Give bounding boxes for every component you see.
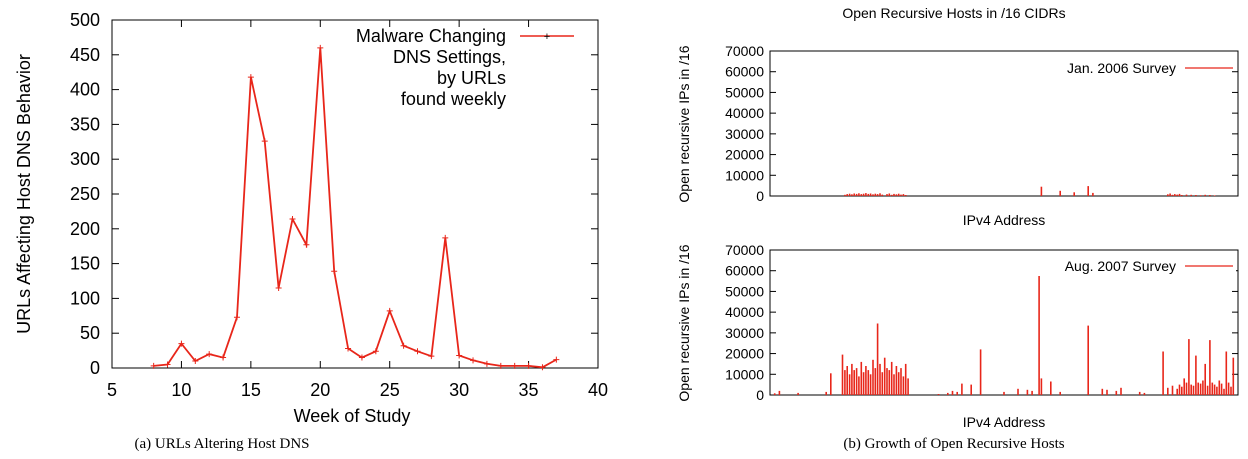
data-point [372, 348, 379, 355]
y-tick-label: 40000 [725, 105, 764, 121]
data-point [539, 364, 546, 371]
y-tick-label: 400 [70, 80, 100, 100]
data-point [470, 357, 477, 364]
y-tick-label: 60000 [725, 64, 764, 80]
panel-1-bars [844, 186, 1216, 196]
y-tick-label: 200 [70, 219, 100, 239]
legend-line-2: DNS Settings, [393, 47, 506, 67]
data-point [331, 268, 338, 275]
panel-1-legend-label: Jan. 2006 Survey [1067, 60, 1176, 76]
data-point [289, 216, 296, 223]
legend-line-1: Malware Changing [356, 26, 506, 46]
data-point [317, 44, 324, 51]
x-tick-label: 30 [449, 380, 469, 400]
y-tick-label: 60000 [725, 263, 764, 279]
x-tick-label: 25 [380, 380, 400, 400]
y-tick-label: 10000 [725, 366, 764, 382]
y-tick-label: 300 [70, 149, 100, 169]
data-point [400, 342, 407, 349]
panel-1-y-axis-label: Open recursive IPs in /16 [676, 45, 692, 202]
legend-line-3: by URLs [437, 68, 506, 88]
x-tick-label: 20 [310, 380, 330, 400]
chart-b-title: Open Recursive Hosts in /16 CIDRs [842, 5, 1065, 21]
data-point [220, 354, 227, 361]
y-tick-label: 0 [756, 387, 764, 403]
chart-a-legend: Malware Changing DNS Settings, by URLs f… [356, 26, 574, 109]
panel-1-x-axis-label: IPv4 Address [963, 212, 1046, 228]
y-tick-label: 350 [70, 114, 100, 134]
panel-1-frame [769, 50, 1239, 197]
y-tick-label: 70000 [725, 242, 764, 258]
data-point [553, 356, 560, 363]
y-tick-label: 30000 [725, 126, 764, 142]
data-point [386, 307, 393, 314]
panel-1-ticks: 0 10000 20000 30000 40000 50000 60000 70000 [725, 43, 1238, 204]
chart-a: 5 10 15 20 25 30 35 400501001502002503003504004… [14, 10, 608, 452]
data-point [233, 314, 240, 321]
y-tick-label: 10000 [725, 167, 764, 183]
y-tick-label: 0 [756, 188, 764, 204]
x-tick-label: 10 [171, 380, 191, 400]
y-tick-label: 50000 [725, 84, 764, 100]
data-point [442, 234, 449, 241]
data-point [261, 138, 268, 145]
y-tick-label: 500 [70, 10, 100, 30]
panel-2-legend-bg [1030, 256, 1236, 276]
chart-b: Open Recursive Hosts in /16 CIDRs 0 10000… [676, 5, 1239, 452]
y-tick-label: 250 [70, 184, 100, 204]
data-point [247, 74, 254, 81]
legend-line-4: found weekly [401, 89, 506, 109]
panel-2-y-axis-label: Open recursive IPs in /16 [676, 244, 692, 401]
y-tick-label: 150 [70, 254, 100, 274]
caption-b: (b) Growth of Open Recursive Hosts [843, 436, 1064, 452]
data-point [428, 353, 435, 360]
data-point [164, 361, 171, 368]
legend-swatch-marker: + [544, 31, 550, 43]
chart-a-y-axis-label: URLs Affecting Host DNS Behavior [14, 54, 34, 334]
y-tick-label: 0 [90, 358, 100, 378]
data-point [206, 351, 213, 358]
y-tick-label: 40000 [725, 304, 764, 320]
plot-area-frame [111, 19, 599, 369]
data-point [150, 362, 157, 369]
x-tick-label: 40 [588, 380, 608, 400]
data-point [525, 362, 532, 369]
data-point [511, 362, 518, 369]
x-tick-label: 35 [519, 380, 539, 400]
panel-2-ticks: 0 10000 20000 30000 40000 50000 60000 70000 [725, 242, 1238, 403]
y-tick-label: 450 [70, 45, 100, 65]
panel-2-x-axis-label: IPv4 Address [963, 414, 1046, 430]
data-point [345, 345, 352, 352]
data-point [497, 362, 504, 369]
x-tick-label: 15 [241, 380, 261, 400]
caption-a: (a) URLs Altering Host DNS [135, 436, 310, 452]
data-point [358, 354, 365, 361]
data-point [414, 348, 421, 355]
data-point [192, 358, 199, 365]
data-point [303, 241, 310, 248]
panel-2-legend-label: Aug. 2007 Survey [1065, 258, 1176, 274]
y-tick-label: 20000 [725, 346, 764, 362]
data-point [178, 340, 185, 347]
chart-a-series [150, 44, 560, 371]
chart-a-x-axis-label: Week of Study [294, 406, 411, 426]
x-tick-label: 5 [107, 380, 117, 400]
y-tick-label: 70000 [725, 43, 764, 59]
y-tick-label: 20000 [725, 147, 764, 163]
y-tick-label: 50000 [725, 283, 764, 299]
data-point [456, 352, 463, 359]
data-point [483, 360, 490, 367]
y-tick-label: 50 [80, 323, 100, 343]
data-point [275, 284, 282, 291]
panel-2-bars [773, 271, 1235, 395]
y-tick-label: 100 [70, 288, 100, 308]
y-tick-label: 30000 [725, 325, 764, 341]
chart-a-ticks: 5 10 15 20 25 30 35 400501001502002503003504004… [70, 10, 608, 400]
